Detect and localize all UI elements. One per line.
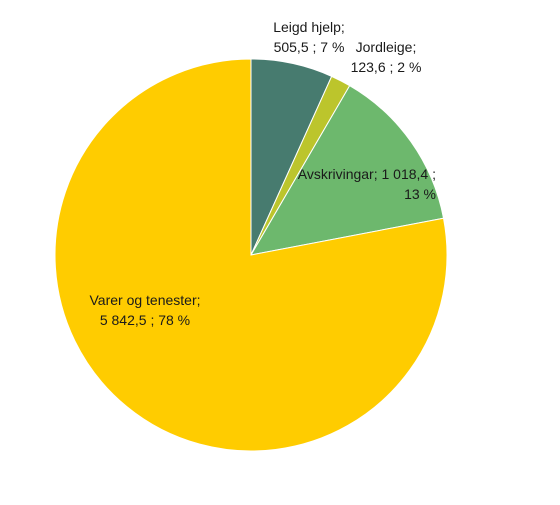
slice-label-line: Varer og tenester;: [89, 292, 200, 308]
slice-label-jordleige: Jordleige; 123,6 ; 2 %: [351, 39, 422, 75]
slice-label-line: 505,5 ; 7 %: [274, 39, 345, 55]
slice-label-avskrivingar: Avskrivingar; 1 018,4 ; 13 %: [298, 166, 436, 202]
pie-slices: [54, 58, 448, 452]
slice-label-leigd-hjelp: Leigd hjelp; 505,5 ; 7 %: [273, 19, 345, 55]
slice-label-line: Jordleige;: [356, 39, 417, 55]
pie-slice-varer-og-tenester: [54, 58, 448, 452]
pie-labels: Leigd hjelp; 505,5 ; 7 % Jordleige; 123,6 ;…: [89, 19, 436, 328]
slice-label-line: 123,6 ; 2 %: [351, 59, 422, 75]
slice-label-line: Leigd hjelp;: [273, 19, 345, 35]
pie-slice-avskrivingar: [250, 84, 445, 256]
slice-label-line: 5 842,5 ; 78 %: [100, 312, 190, 328]
slice-label-line: 13 %: [404, 186, 436, 202]
slice-label-varer-og-tenester: Varer og tenester; 5 842,5 ; 78 %: [89, 292, 200, 328]
slice-label-line: Avskrivingar; 1 018,4 ;: [298, 166, 436, 182]
